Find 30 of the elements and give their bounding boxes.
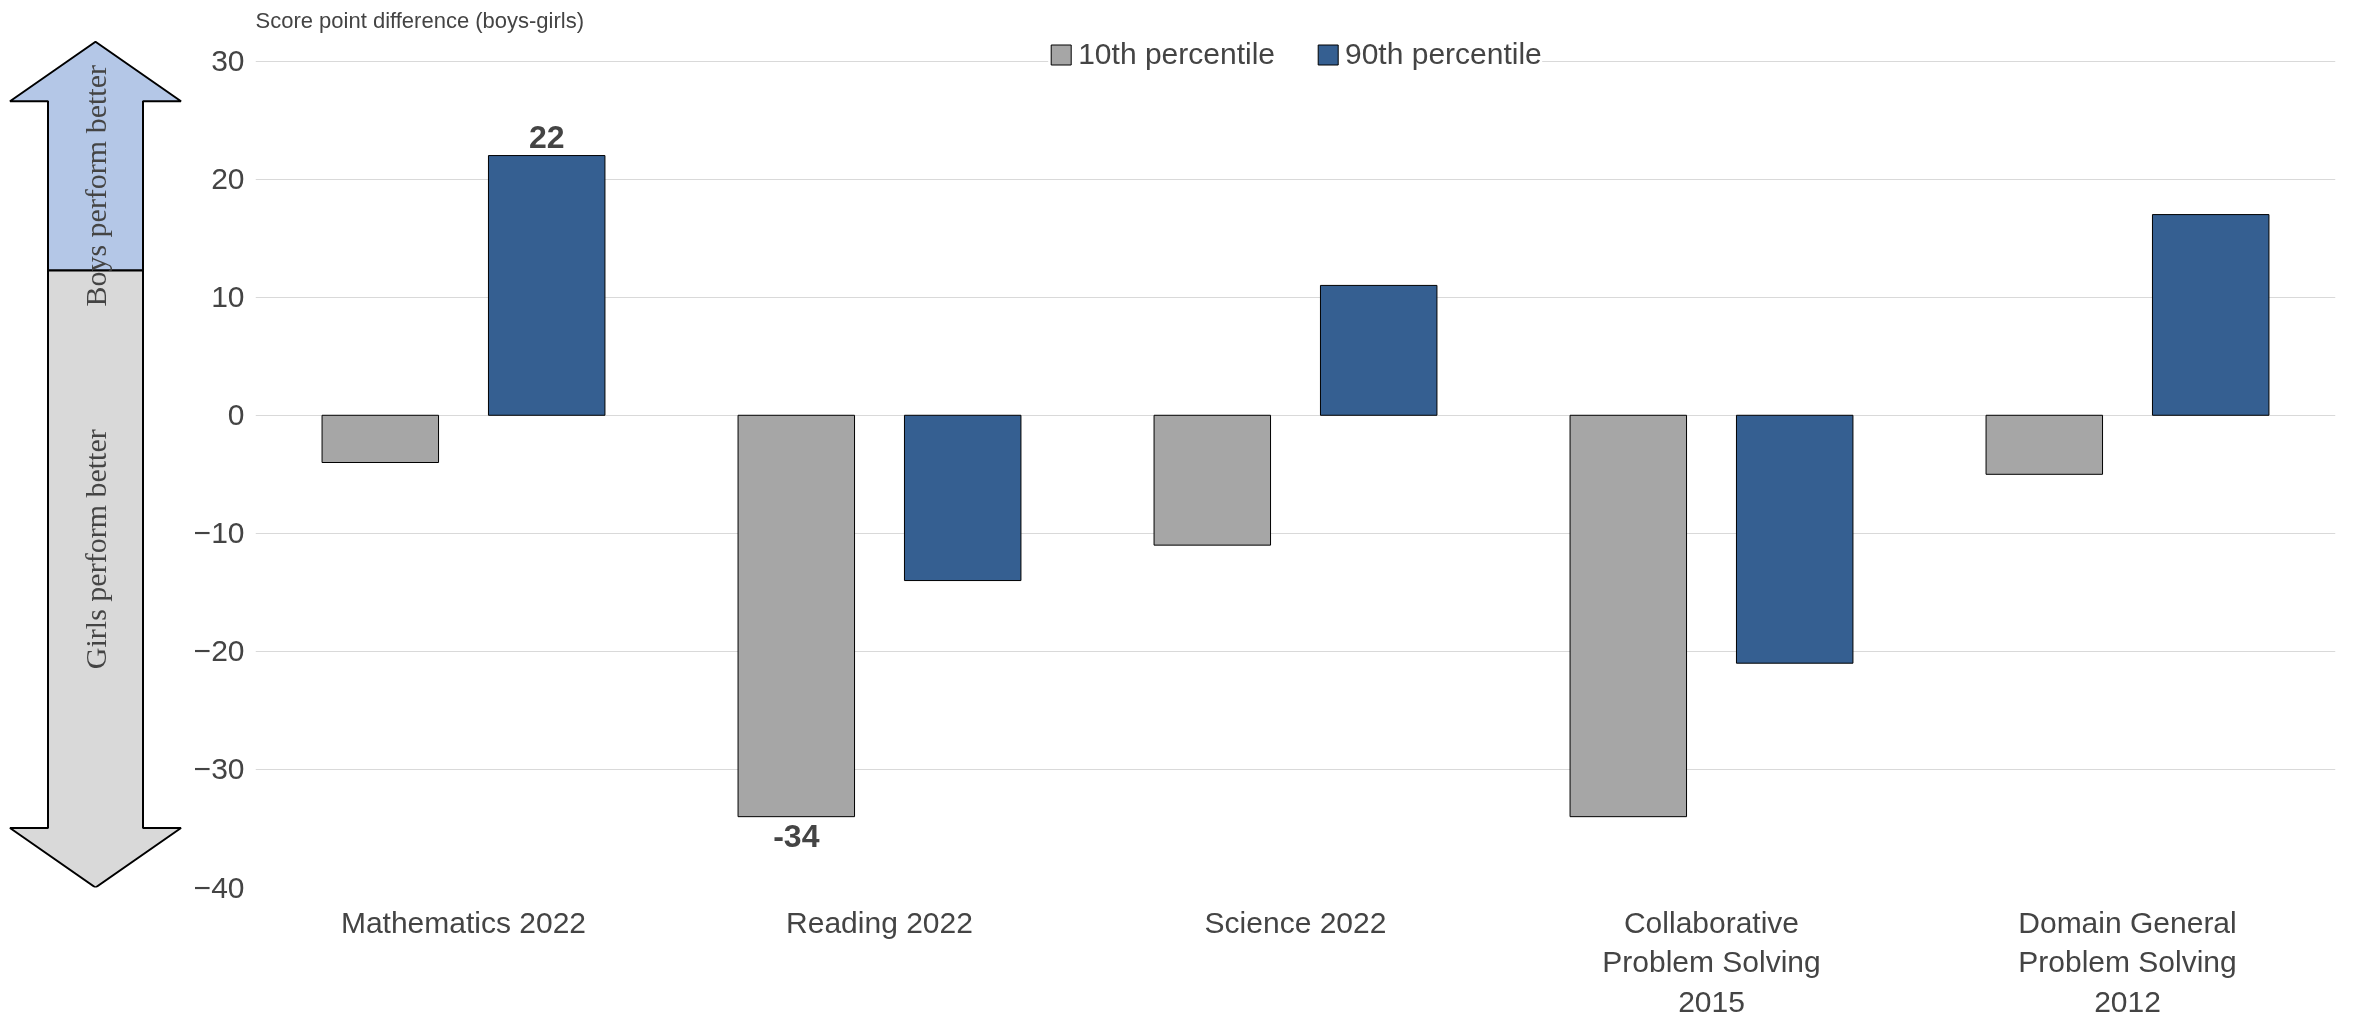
legend-label: 90th percentile bbox=[1345, 37, 1542, 71]
text: Girls perform better bbox=[79, 429, 112, 670]
x-tick-label: Collaborative Problem Solving 2015 bbox=[1602, 905, 1821, 1018]
text: Boys perform better bbox=[79, 65, 112, 307]
bar bbox=[903, 414, 1022, 582]
data-label: 22 bbox=[528, 118, 565, 155]
y-tick-label: 0 bbox=[227, 398, 245, 432]
y-tick-label: 10 bbox=[211, 280, 245, 314]
bar bbox=[737, 414, 856, 818]
bar bbox=[1569, 414, 1688, 818]
bar bbox=[1319, 284, 1438, 416]
data-label: -34 bbox=[773, 817, 820, 854]
y-tick-label: 20 bbox=[211, 162, 245, 196]
y-axis-title: Score point difference (boys-girls) bbox=[255, 7, 585, 33]
y-tick-label: −30 bbox=[193, 752, 245, 786]
bar bbox=[321, 414, 440, 463]
x-tick-label: Science 2022 bbox=[1204, 905, 1387, 939]
y-tick-label: −20 bbox=[193, 634, 245, 668]
y-tick-label: −40 bbox=[193, 870, 245, 904]
bar bbox=[1153, 414, 1272, 546]
x-tick-label: Mathematics 2022 bbox=[340, 905, 587, 939]
x-tick-label: Reading 2022 bbox=[786, 905, 973, 939]
bar bbox=[487, 155, 606, 416]
legend-label: 10th percentile bbox=[1078, 37, 1275, 71]
x-tick-label: Domain General Problem Solving 2012 bbox=[2018, 905, 2237, 1018]
y-tick-label: 30 bbox=[211, 44, 245, 78]
bar bbox=[1985, 414, 2104, 475]
bar bbox=[1735, 414, 1854, 664]
bar bbox=[2151, 214, 2270, 416]
y-tick-label: −10 bbox=[193, 516, 245, 550]
